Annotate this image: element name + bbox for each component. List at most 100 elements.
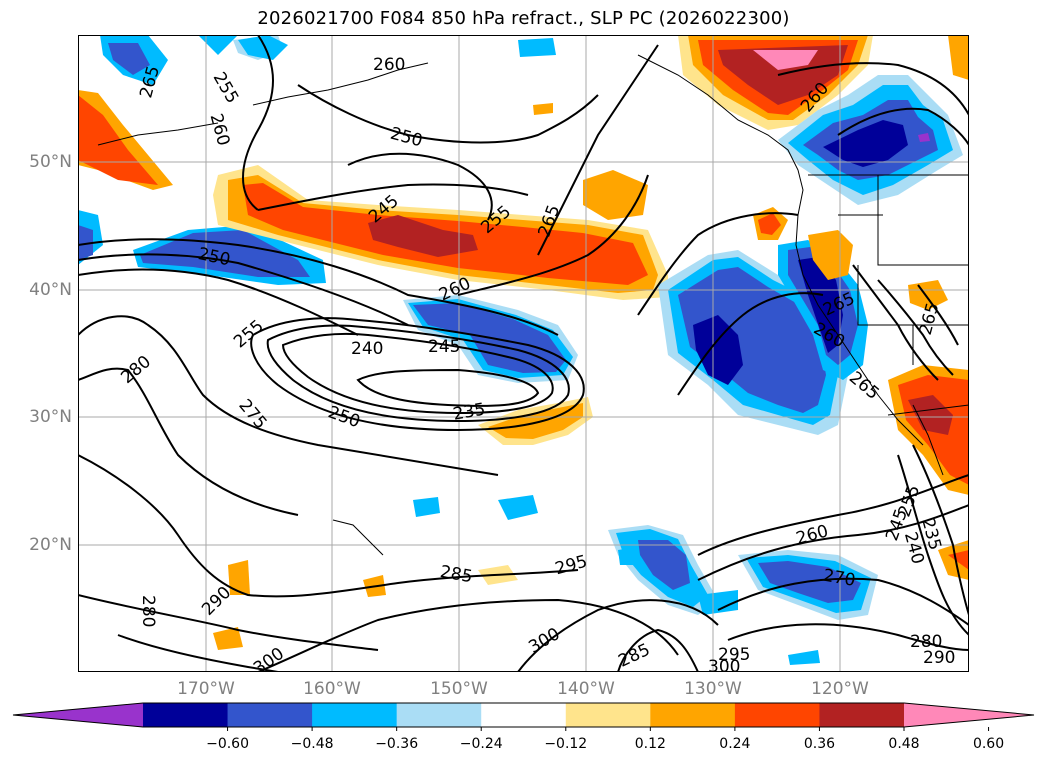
- slp-contour: [897, 454, 969, 636]
- colorbar-tick-label: −0.24: [459, 736, 503, 752]
- shade-region: [533, 103, 553, 115]
- lat-label-40n: 40°N: [29, 280, 72, 300]
- slp-contour: [697, 504, 969, 581]
- state-border: [857, 265, 969, 326]
- slp-contour: [78, 253, 409, 326]
- shade-region: [368, 215, 478, 257]
- shade-region: [108, 43, 150, 75]
- refractivity-shading: [78, 35, 969, 665]
- colorbar-tick-label: 0.12: [634, 736, 666, 752]
- colorbar-tick-label: −0.36: [375, 736, 419, 752]
- shade-region: [238, 35, 288, 60]
- shade-region: [498, 495, 538, 520]
- colorbar-segment: [312, 703, 398, 727]
- colorbar-tick-label: 0.60: [972, 736, 1005, 752]
- map-canvas: 265 255 260 260 250 245 255 265 260 250 …: [78, 35, 969, 672]
- slp-contour: [78, 315, 499, 476]
- slp-contour: [78, 594, 379, 651]
- colorbar-segment: [481, 703, 567, 727]
- colorbar-segment: [227, 703, 313, 727]
- colorbar-segment: [734, 703, 820, 727]
- colorbar-segment: [565, 703, 651, 727]
- baja-california: [912, 404, 944, 476]
- colorbar-outline: [12, 702, 1035, 728]
- slp-contour: [78, 238, 559, 336]
- contour-label: 295: [718, 645, 750, 665]
- slp-contour: [517, 599, 719, 672]
- colorbar-tick-label: −0.12: [544, 736, 588, 752]
- slp-contour: [777, 62, 969, 116]
- slp-contour: [281, 332, 554, 415]
- shade-region: [78, 225, 93, 260]
- lat-label-30n: 30°N: [29, 407, 72, 427]
- shade-region: [948, 550, 969, 570]
- contour-label: 240: [351, 339, 383, 359]
- slp-contour: [78, 367, 299, 516]
- shade-region: [753, 50, 818, 70]
- shade-region: [908, 280, 948, 310]
- colorbar-tick-label: −0.48: [290, 736, 334, 752]
- slp-contour: [266, 324, 570, 423]
- map-title: 2026021700 F084 850 hPa refract., SLP PC…: [257, 8, 790, 29]
- slp-contour: [852, 264, 939, 381]
- shade-region: [718, 45, 848, 105]
- slp-contour: [617, 628, 699, 672]
- slp-contour: [457, 174, 649, 296]
- slp-contour: [677, 292, 824, 396]
- shade-region: [228, 560, 250, 595]
- colorbar-segments: [13, 703, 1034, 727]
- slp-contour: [912, 444, 969, 616]
- shade-region: [488, 403, 583, 439]
- slp-contour: [637, 212, 799, 316]
- shade-region: [918, 133, 930, 142]
- map-border: [78, 35, 969, 672]
- colorbar-segment: [819, 703, 905, 727]
- shade-region: [798, 257, 843, 353]
- shade-region: [583, 170, 648, 220]
- shade-region: [758, 213, 781, 235]
- slp-contours: [78, 35, 969, 672]
- slp-contour: [347, 152, 493, 221]
- mexico-border: [887, 404, 969, 416]
- slp-contour: [917, 284, 959, 346]
- slp-contour: [257, 598, 679, 672]
- shade-region: [140, 230, 310, 277]
- shade-region: [823, 120, 908, 167]
- slp-contour: [727, 623, 969, 651]
- slp-contour: [697, 474, 969, 556]
- shade-region: [808, 230, 853, 280]
- hawaiian-islands: [332, 519, 384, 556]
- shade-region: [638, 540, 690, 590]
- contour-label: 290: [923, 648, 955, 668]
- colorbar-tick-label: 0.24: [719, 736, 751, 752]
- slp-contour: [117, 634, 279, 672]
- lon-label-120w: 120°W: [811, 679, 869, 699]
- slp-contour: [877, 279, 954, 376]
- slp-contour: [78, 454, 579, 598]
- shade-region: [948, 35, 969, 80]
- shade-region: [518, 38, 556, 57]
- contour-label: 260: [373, 55, 405, 75]
- contour-label: 245: [428, 337, 460, 357]
- shade-region: [413, 497, 440, 517]
- lon-label-160w: 160°W: [303, 679, 361, 699]
- contour-label: 280: [910, 632, 942, 652]
- shade-region: [788, 650, 820, 665]
- colorbar-tick-label: 0.36: [803, 736, 836, 752]
- slp-contour: [257, 183, 529, 211]
- lon-label-150w: 150°W: [430, 679, 488, 699]
- colorbar-extend-min: [13, 703, 143, 727]
- shade-region: [198, 35, 238, 55]
- shade-region: [678, 267, 826, 413]
- colorbar-tick-label: −0.60: [206, 736, 249, 752]
- contour-label: 300: [708, 657, 740, 672]
- map-panel: 265 255 260 260 250 245 255 265 260 250 …: [78, 35, 969, 672]
- colorbar-extend-max: [904, 703, 1034, 727]
- colorbar-tick-marks: [227, 727, 990, 731]
- slp-contour: [537, 44, 659, 256]
- aleutian-islands-west: [97, 122, 219, 146]
- colorbar-segment: [143, 703, 229, 727]
- colorbar-segment: [650, 703, 736, 727]
- shade-region: [698, 590, 738, 615]
- aleutian-islands: [252, 62, 429, 106]
